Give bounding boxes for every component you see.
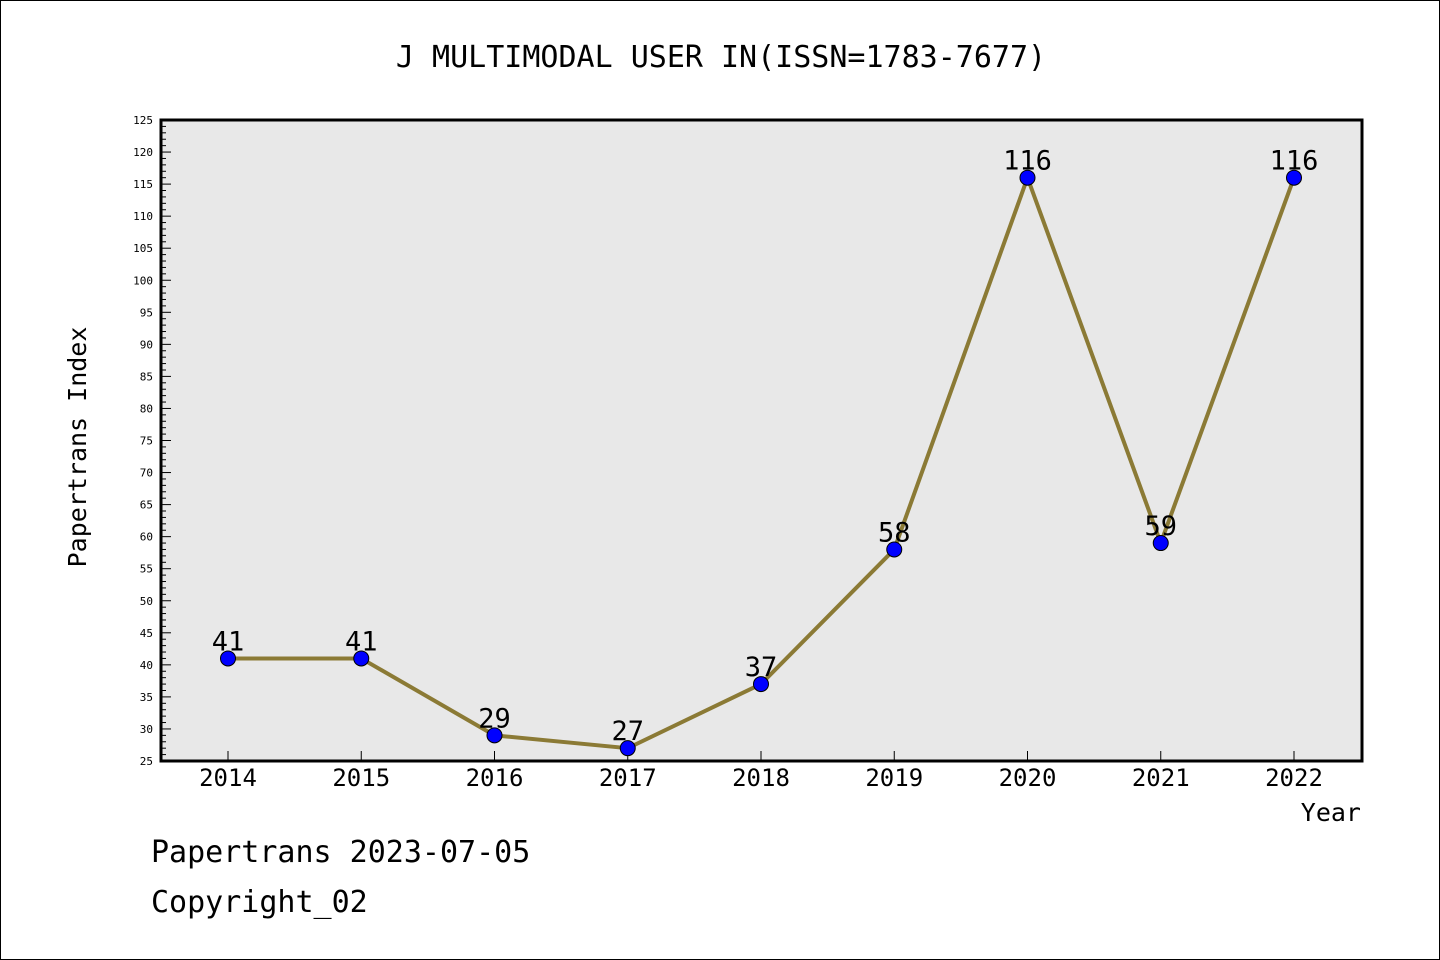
x-tick-label: 2018 bbox=[732, 764, 790, 792]
y-tick-label: 60 bbox=[140, 531, 153, 544]
y-tick-label: 115 bbox=[133, 178, 153, 191]
y-tick-label: 110 bbox=[133, 210, 153, 223]
data-label: 37 bbox=[745, 652, 778, 683]
y-tick-label: 70 bbox=[140, 467, 153, 480]
footer-copyright: Copyright_02 bbox=[151, 885, 368, 920]
y-axis: 25 30 35 40 45 50 55 60 65 70 75 80 85 90 95 100 105 110 1… bbox=[133, 114, 171, 768]
data-point bbox=[1286, 169, 1302, 186]
x-tick-label: 2017 bbox=[599, 764, 657, 792]
data-labels: 41 41 29 27 37 58 116 59 116 bbox=[212, 146, 1319, 747]
x-axis: 2014 2015 2016 2017 2018 2019 2020 2021 2022 bbox=[199, 751, 1323, 792]
data-label: 116 bbox=[1270, 146, 1319, 177]
x-tick-label: 2021 bbox=[1132, 764, 1190, 792]
data-point bbox=[886, 541, 903, 558]
data-point bbox=[486, 727, 503, 744]
y-tick-label: 55 bbox=[140, 563, 153, 576]
y-tick-label: 45 bbox=[140, 627, 153, 640]
data-label: 41 bbox=[345, 626, 378, 657]
data-label: 59 bbox=[1144, 511, 1177, 542]
y-tick-label: 50 bbox=[140, 595, 153, 608]
data-point bbox=[619, 740, 636, 757]
y-tick-label: 90 bbox=[140, 338, 153, 351]
data-label: 29 bbox=[478, 703, 511, 734]
y-axis-label: Papertrans Index bbox=[63, 327, 92, 568]
y-tick-label: 65 bbox=[140, 499, 153, 512]
y-tick-label: 75 bbox=[140, 435, 153, 448]
y-tick-label: 100 bbox=[133, 274, 153, 287]
y-tick-label: 25 bbox=[140, 755, 153, 768]
x-tick-label: 2014 bbox=[199, 764, 257, 792]
data-point bbox=[1152, 535, 1169, 552]
y-tick-label: 85 bbox=[140, 370, 153, 383]
y-tick-label: 95 bbox=[140, 306, 153, 319]
y-tick-label: 80 bbox=[140, 402, 153, 415]
y-tick-label: 120 bbox=[133, 146, 153, 159]
x-tick-label: 2022 bbox=[1265, 764, 1323, 792]
y-tick-label: 35 bbox=[140, 691, 153, 704]
y-tick-label: 40 bbox=[140, 659, 153, 672]
data-point bbox=[753, 676, 769, 693]
data-point bbox=[1019, 169, 1036, 186]
data-label: 27 bbox=[611, 716, 644, 747]
x-tick-label: 2020 bbox=[999, 764, 1057, 792]
x-tick-label: 2019 bbox=[865, 764, 923, 792]
footer-source: Papertrans 2023-07-05 bbox=[151, 835, 531, 870]
y-tick-label: 105 bbox=[133, 242, 153, 255]
x-axis-label: Year bbox=[1301, 798, 1361, 827]
chart-title: J MULTIMODAL USER IN(ISSN=1783-7677) bbox=[396, 40, 1046, 75]
data-point bbox=[353, 650, 370, 667]
data-label: 41 bbox=[212, 626, 245, 657]
y-tick-label: 125 bbox=[133, 114, 153, 127]
series-layer bbox=[220, 169, 1302, 757]
y-tick-label: 30 bbox=[140, 723, 153, 736]
x-tick-label: 2016 bbox=[466, 764, 524, 792]
x-tick-label: 2015 bbox=[332, 764, 390, 792]
data-label: 116 bbox=[1003, 146, 1052, 177]
data-label: 58 bbox=[878, 517, 911, 548]
data-point bbox=[220, 650, 236, 667]
